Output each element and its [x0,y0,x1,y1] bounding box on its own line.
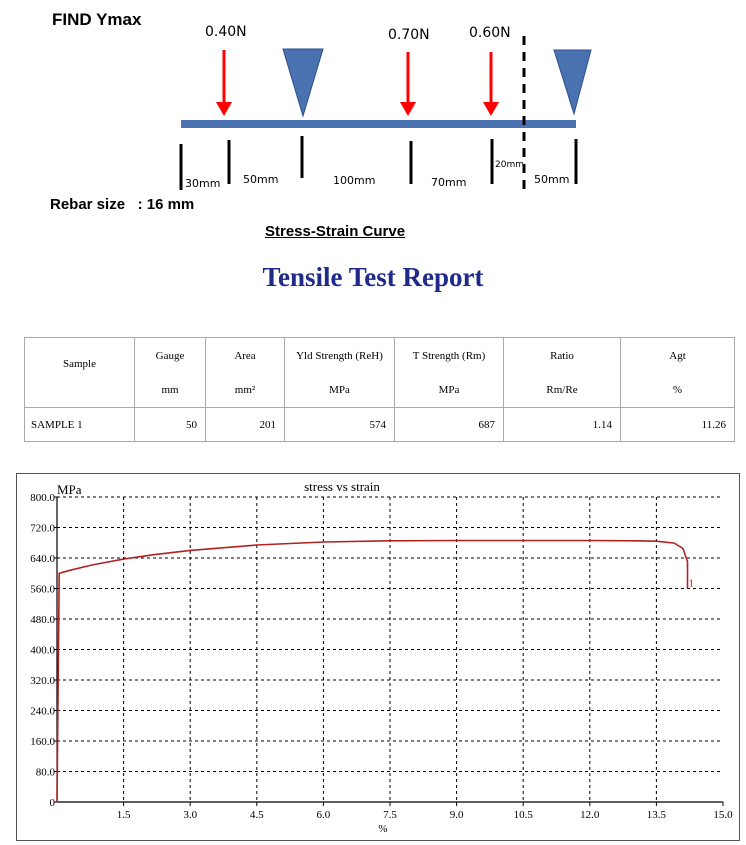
x-axis-label: % [378,823,387,835]
x-tick-label: 6.0 [317,809,331,821]
cell-sample: SAMPLE 1 [24,407,135,442]
beam [181,120,576,128]
dim-label-6: 50mm [534,173,570,186]
load-arrow-1 [216,50,232,116]
stress-strain-heading: Stress-Strain Curve [265,223,406,240]
y-tick-label: 720.0 [30,523,55,535]
x-tick-label: 10.5 [514,809,534,821]
problem-title: FIND Ymax [52,10,142,29]
x-tick-label: 1.5 [117,809,131,821]
x-tick-label: 3.0 [183,809,197,821]
chart-grid [57,496,723,802]
col-header-agt: Agt% [620,337,735,408]
load-arrow-2 [400,52,416,116]
rebar-size: Rebar size : 16 mm [50,196,194,213]
col-header-tensile-strength: T Strength (Rm) MPa [394,337,504,408]
x-tick-label: 9.0 [450,809,464,821]
load-label-3: 0.60N [469,25,511,41]
y-tick-label: 480.0 [30,614,55,626]
col-header-ratio: Ratio Rm/Re [503,337,621,408]
dim-label-4: 70mm [431,176,467,189]
series-line [56,539,689,803]
y-tick-label: 400.0 [30,645,55,657]
table-row: SAMPLE 1 50 201 574 687 1.14 11.26 [24,407,735,442]
col-header-sample: Sample [24,337,135,408]
y-tick-label: 80.0 [36,767,56,779]
y-tick-label: 800.0 [30,492,55,504]
cell-gauge: 50 [134,407,206,442]
stress-strain-chart: 0 80.0 160.0 240.0 320.0 400.0 480.0 560.0 640.0… [16,473,740,841]
col-header-gauge: Gauge mm [134,337,206,408]
cell-tensile: 687 [394,407,504,442]
x-tick-label: 15.0 [713,809,733,821]
cell-agt: 11.26 [620,407,735,442]
rebar-label: Rebar size [50,196,126,213]
cell-yield: 574 [284,407,395,442]
cell-ratio: 1.14 [503,407,621,442]
col-header-yield-strength: Yld Strength (ReH) MPa [284,337,395,408]
series-end-label: 1 [688,578,694,590]
table-header-row: Sample Gauge mm Area mm² Yld Strength (ReH… [24,337,735,408]
x-tick-label: 7.5 [383,809,397,821]
y-tick-label: 560.0 [30,584,55,596]
x-tick-label: 13.5 [647,809,667,821]
results-table: Sample Gauge mm Area mm² Yld Strength (ReH… [24,337,735,442]
x-tick-label: 12.0 [580,809,600,821]
x-tick-label: 4.5 [250,809,264,821]
dim-label-3: 100mm [333,174,376,187]
y-tick-label: 320.0 [30,675,55,687]
dim-label-1: 30mm [185,177,221,190]
chart-ticks: 0 80.0 160.0 240.0 320.0 400.0 480.0 560.0 640.0… [30,492,733,821]
support-right [553,49,592,116]
rebar-value: : 16 mm [137,196,195,213]
load-arrow-3 [483,52,499,116]
beam-diagram [179,36,592,196]
y-tick-label: 640.0 [30,553,55,565]
load-label-1: 0.40N [205,24,247,40]
support-left [282,48,324,118]
chart-title: stress vs strain [304,479,380,494]
report-title: Tensile Test Report [262,262,484,292]
dim-label-2: 50mm [243,173,279,186]
y-tick-label: 0 [50,797,56,809]
col-header-area: Area mm² [205,337,285,408]
load-label-2: 0.70N [388,27,430,43]
y-tick-label: 160.0 [30,736,55,748]
dim-label-5: 20mm [495,160,524,170]
y-tick-label: 240.0 [30,706,55,718]
cell-area: 201 [205,407,285,442]
chart-series: 1 [56,539,694,803]
y-axis-label: MPa [57,482,82,497]
chart-svg: 0 80.0 160.0 240.0 320.0 400.0 480.0 560.0 640.0… [30,479,733,835]
